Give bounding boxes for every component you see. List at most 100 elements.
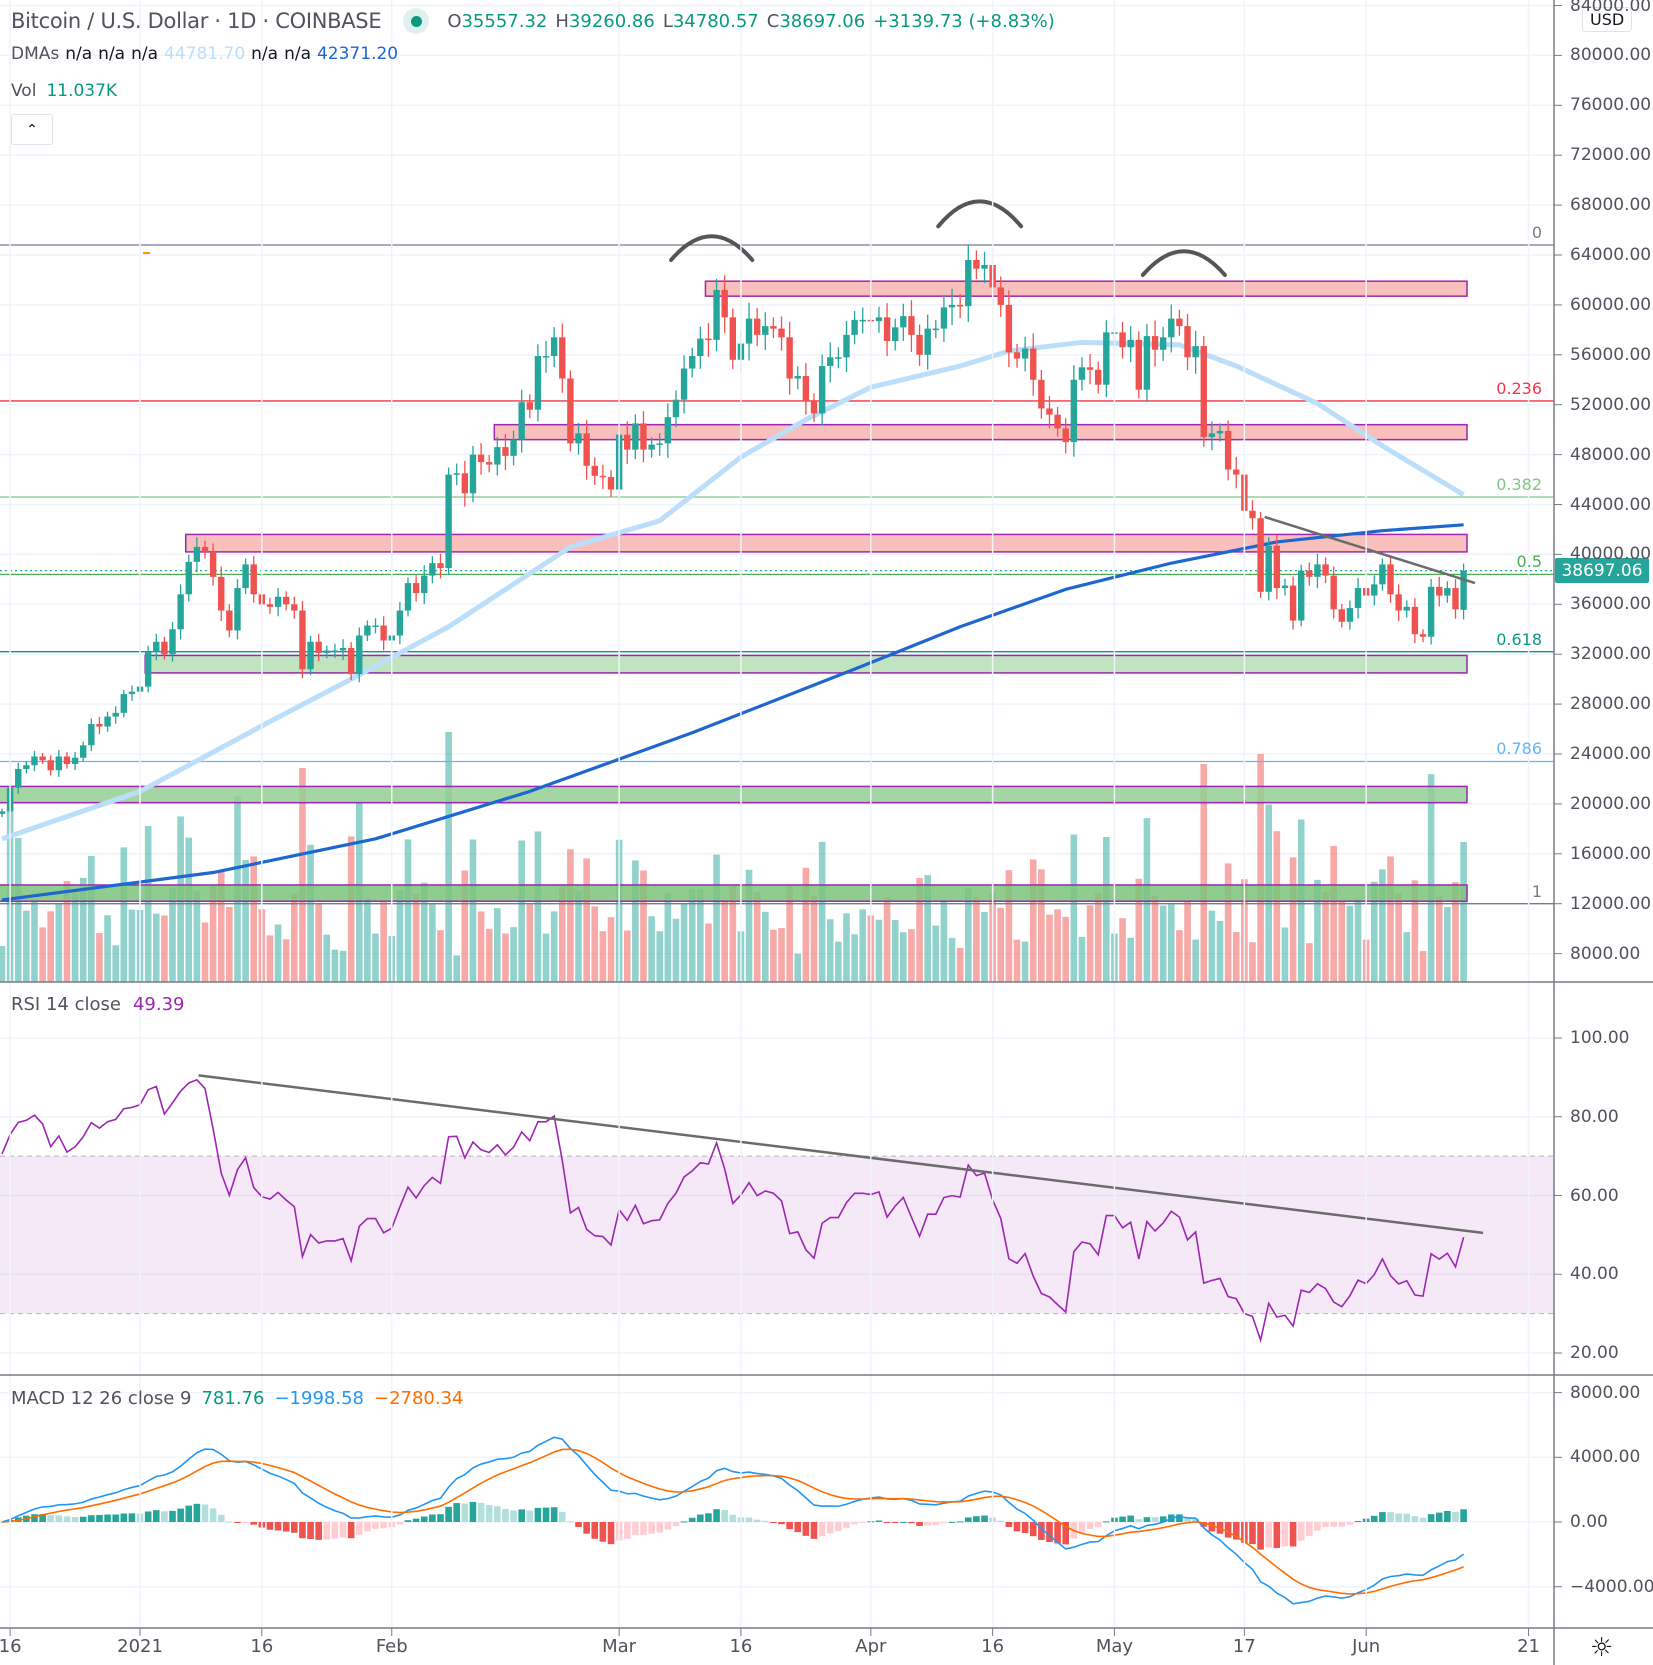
macd-histogram-bar [88, 1515, 95, 1522]
candle-body [1322, 564, 1329, 576]
volume-bar [1167, 904, 1175, 982]
macd-histogram-bar [266, 1522, 274, 1530]
volume-bar [1151, 895, 1159, 982]
macd-legend[interactable]: MACD 12 26 close 9 781.76 −1998.58 −2780… [11, 1388, 464, 1409]
price-axis-label: 44000.00 [1570, 494, 1652, 515]
macd-histogram-bar [640, 1522, 647, 1535]
low-label: L [662, 10, 673, 32]
macd-histogram-bar [542, 1507, 550, 1522]
dma-legend[interactable]: DMAs n/a n/a n/a 44781.70 n/a n/a 42371.… [11, 44, 398, 64]
macd-histogram-bar [770, 1522, 777, 1523]
candle-body [997, 287, 1004, 305]
candle-body [753, 318, 761, 335]
candle-body [1127, 339, 1134, 348]
candle-body [1436, 586, 1443, 596]
volume-bar [128, 909, 136, 982]
candle-body [656, 443, 663, 445]
macd-histogram-bar [672, 1522, 680, 1527]
macd-histogram-bar [697, 1514, 704, 1522]
price-axis-label: 32000.00 [1570, 644, 1652, 665]
macd-histogram-bar [79, 1516, 87, 1522]
macd-histogram-bar [1427, 1514, 1435, 1522]
candle-body [209, 551, 217, 577]
volume-bar [193, 891, 201, 982]
volume-bar [1094, 892, 1102, 982]
candle-body [697, 338, 704, 357]
candle-body [1387, 564, 1394, 595]
candle-body [810, 400, 818, 414]
macd-histogram-bar [331, 1522, 339, 1539]
candle-body [1371, 584, 1378, 596]
volume-bar [1403, 932, 1411, 982]
volume-bar [688, 888, 696, 982]
collapse-legend-button[interactable]: ⌃ [11, 114, 53, 145]
volume-bar [1216, 920, 1224, 982]
candle-body [1314, 564, 1321, 577]
macd-histogram-bar [688, 1517, 696, 1522]
time-axis-label: 17 [1232, 1636, 1256, 1657]
macd-pane [0, 1391, 1554, 1605]
macd-histogram-bar [39, 1514, 46, 1522]
fib-level-label: 0.786 [1496, 739, 1542, 759]
volume-bar [721, 901, 728, 982]
macd-line-value: −1998.58 [274, 1388, 364, 1409]
macd-histogram-bar [900, 1521, 907, 1523]
dma-value: n/a [131, 44, 159, 64]
price-axis-label: 56000.00 [1570, 344, 1652, 365]
rsi-band [0, 1156, 1554, 1314]
volume-bar [1427, 774, 1435, 982]
open-label: O [447, 10, 462, 32]
chart-settings-icon[interactable]: ☼ [1590, 1633, 1614, 1663]
price-axis-label: 64000.00 [1570, 245, 1652, 265]
macd-histogram-bar [835, 1522, 842, 1532]
candle-body [153, 641, 160, 652]
macd-histogram-bar [1387, 1512, 1394, 1522]
volume-bar [1273, 831, 1281, 982]
candle-body [567, 378, 574, 444]
volume-bar [932, 925, 940, 982]
symbol-title[interactable]: Bitcoin / U.S. Dollar · 1D · COINBASE [11, 9, 382, 33]
macd-histogram-bar [169, 1510, 176, 1522]
macd-histogram-bar [956, 1521, 964, 1523]
candle-body [721, 289, 728, 318]
volume-bar [1038, 869, 1045, 982]
volume-bar [891, 919, 899, 982]
candle-body [339, 647, 347, 651]
volume-bar [291, 893, 298, 982]
rsi-axis-label: 60.00 [1570, 1185, 1619, 1206]
macd-histogram-bar [1419, 1517, 1427, 1522]
ma50-line [1, 339, 1465, 842]
macd-histogram-bar [591, 1522, 599, 1539]
macd-histogram-bar [1265, 1522, 1273, 1548]
macd-histogram-bar [575, 1522, 582, 1528]
macd-histogram-bar [1249, 1522, 1256, 1545]
volume-bar [1452, 882, 1459, 982]
volume-bar [607, 917, 615, 982]
macd-histogram-bar [372, 1522, 379, 1529]
candle-body [169, 629, 176, 655]
rsi-value: 49.39 [132, 994, 185, 1015]
currency-button[interactable]: USD [1582, 7, 1633, 32]
volume-bar [420, 882, 428, 982]
volume-bar [973, 896, 980, 982]
volume-bar [79, 877, 87, 982]
macd-histogram-bar [71, 1517, 79, 1522]
macd-histogram-bar [973, 1516, 980, 1522]
macd-histogram-bar [818, 1522, 826, 1537]
macd-histogram-bar [1208, 1522, 1216, 1532]
candle-body [518, 402, 525, 440]
volume-legend[interactable]: Vol 11.037K [11, 81, 117, 101]
candle-body [1379, 564, 1386, 585]
candle-body [331, 650, 339, 652]
macd-histogram-bar [778, 1522, 785, 1525]
volume-bar [469, 839, 477, 982]
volume-bar [534, 831, 542, 982]
macd-histogram-bar [323, 1522, 331, 1540]
volume-bar [583, 858, 590, 982]
volume-bar [1005, 870, 1013, 982]
candle-body [412, 583, 420, 594]
rsi-legend[interactable]: RSI 14 close 49.39 [11, 994, 184, 1015]
candle-body [47, 760, 54, 771]
candle-body [786, 337, 793, 379]
